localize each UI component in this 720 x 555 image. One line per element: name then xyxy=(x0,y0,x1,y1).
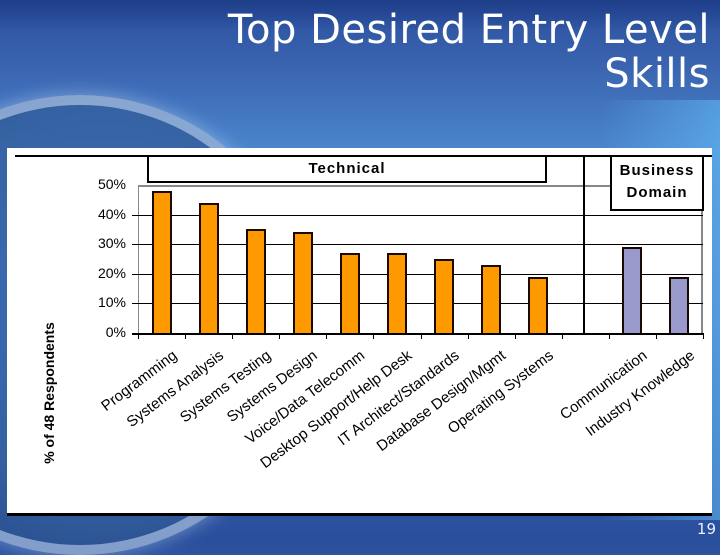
technical-group-text: Technical xyxy=(308,160,386,177)
group-divider xyxy=(583,155,585,333)
slide-title-line2: Skills xyxy=(604,51,710,97)
bar xyxy=(245,229,266,333)
x-tick xyxy=(420,333,422,339)
title-band xyxy=(0,0,720,30)
bar xyxy=(339,253,360,333)
technical-group-label: Technical xyxy=(147,155,547,183)
y-tick-label: 40% xyxy=(97,205,126,222)
x-tick xyxy=(138,333,139,339)
business-group-text-line1: Business xyxy=(619,162,695,179)
bar xyxy=(434,259,455,333)
y-tick-label: 20% xyxy=(97,264,126,281)
x-tick xyxy=(279,333,281,339)
bar xyxy=(386,253,407,333)
plot-frame xyxy=(138,185,703,333)
bar xyxy=(622,247,643,333)
gridline xyxy=(132,244,703,246)
bar xyxy=(292,232,313,333)
slide-title: Top Desired Entry Level Skills xyxy=(110,8,710,96)
x-tick xyxy=(185,333,187,339)
plot-area: Programming Systems Analysis Systems Testi… xyxy=(7,148,712,513)
y-tick-label: 30% xyxy=(97,235,126,252)
x-tick xyxy=(608,333,610,339)
gridline xyxy=(132,214,703,216)
bar xyxy=(669,276,690,333)
x-tick xyxy=(514,333,516,339)
x-axis xyxy=(132,333,703,335)
y-tick-label: 50% xyxy=(97,176,126,192)
chart-panel: % of 48 Respondents 0% 10% 20% 30% 40% 50% Pr… xyxy=(7,148,712,516)
x-tick xyxy=(703,333,704,339)
y-tick-label: 10% xyxy=(97,294,126,311)
y-tick-label: 0% xyxy=(105,324,126,340)
gridline xyxy=(132,303,703,305)
business-group-text-line2: Domain xyxy=(626,184,688,201)
page-number: 19 xyxy=(696,520,716,538)
bar xyxy=(151,190,172,333)
slide-title-line1: Top Desired Entry Level xyxy=(227,7,710,53)
business-domain-group-label: Business Domain xyxy=(610,155,704,211)
bar xyxy=(481,264,502,333)
x-tick xyxy=(561,333,563,339)
x-tick xyxy=(467,333,469,339)
bar xyxy=(528,276,549,333)
bar xyxy=(198,202,219,333)
x-tick xyxy=(373,333,375,339)
x-tick xyxy=(326,333,328,339)
x-tick xyxy=(655,333,657,339)
x-tick xyxy=(232,333,234,339)
gridline xyxy=(132,273,703,275)
